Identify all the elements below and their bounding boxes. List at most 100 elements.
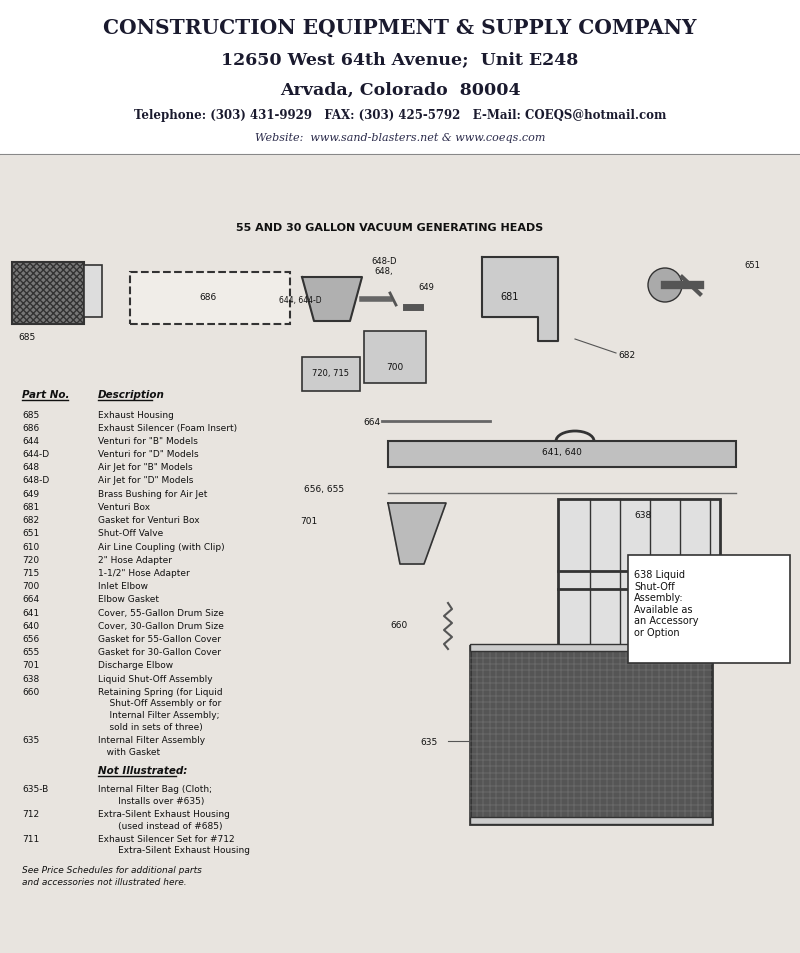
Bar — [388, 441, 736, 468]
Text: 711: 711 — [22, 834, 39, 842]
Text: 686: 686 — [199, 293, 217, 302]
Text: 660: 660 — [390, 620, 407, 629]
Text: Air Line Coupling (with Clip): Air Line Coupling (with Clip) — [98, 542, 225, 551]
Text: 648,: 648, — [374, 267, 394, 275]
Text: 681: 681 — [501, 292, 519, 302]
Text: Venturi for "D" Models: Venturi for "D" Models — [98, 450, 198, 458]
Text: Telephone: (303) 431-9929   FAX: (303) 425-5792   E-Mail: COEQS@hotmail.com: Telephone: (303) 431-9929 FAX: (303) 425… — [134, 109, 666, 121]
Bar — [130, 273, 290, 325]
Text: Gasket for 55-Gallon Cover: Gasket for 55-Gallon Cover — [98, 635, 221, 643]
Text: Air Jet for "B" Models: Air Jet for "B" Models — [98, 463, 193, 472]
Text: Air Jet for "D" Models: Air Jet for "D" Models — [98, 476, 194, 485]
Text: Brass Bushing for Air Jet: Brass Bushing for Air Jet — [98, 489, 207, 498]
Text: CONSTRUCTION EQUIPMENT & SUPPLY COMPANY: CONSTRUCTION EQUIPMENT & SUPPLY COMPANY — [103, 18, 697, 38]
Text: 641, 640: 641, 640 — [542, 448, 582, 456]
Text: 644-D: 644-D — [22, 450, 49, 458]
Text: Description: Description — [98, 390, 165, 399]
Text: 648: 648 — [22, 463, 39, 472]
Text: See Price Schedules for additional parts: See Price Schedules for additional parts — [22, 864, 202, 874]
Bar — [364, 332, 426, 384]
Bar — [558, 499, 720, 647]
Text: Venturi for "B" Models: Venturi for "B" Models — [98, 436, 198, 445]
Text: Internal Filter Assembly: Internal Filter Assembly — [98, 735, 205, 744]
Text: 700: 700 — [386, 363, 404, 372]
Polygon shape — [302, 277, 362, 322]
Text: 681: 681 — [22, 502, 39, 512]
Circle shape — [648, 269, 682, 303]
Text: 635-B: 635-B — [22, 784, 48, 793]
Text: 664: 664 — [22, 595, 39, 603]
Text: 649: 649 — [418, 283, 434, 292]
Text: 720: 720 — [22, 555, 39, 564]
Text: Liquid Shut-Off Assembly: Liquid Shut-Off Assembly — [98, 674, 213, 682]
Text: sold in sets of three): sold in sets of three) — [98, 722, 202, 731]
Text: 656, 655: 656, 655 — [304, 484, 344, 494]
Text: 701: 701 — [300, 517, 318, 525]
Text: Exhaust Silencer Set for #712: Exhaust Silencer Set for #712 — [98, 834, 234, 842]
Text: Gasket for 30-Gallon Cover: Gasket for 30-Gallon Cover — [98, 647, 221, 657]
Text: 682: 682 — [618, 351, 635, 359]
Text: 644: 644 — [22, 436, 39, 445]
Text: and accessories not illustrated here.: and accessories not illustrated here. — [22, 877, 186, 885]
Text: 641: 641 — [22, 608, 39, 617]
Text: 648-D: 648-D — [371, 256, 397, 266]
Text: 685: 685 — [22, 410, 39, 419]
Text: 712: 712 — [22, 809, 39, 818]
Text: (used instead of #685): (used instead of #685) — [98, 821, 222, 830]
Text: 638: 638 — [634, 511, 651, 519]
Text: 682: 682 — [22, 516, 39, 524]
Text: 651: 651 — [22, 529, 39, 537]
Text: 660: 660 — [22, 687, 39, 696]
Text: Not Illustrated:: Not Illustrated: — [98, 765, 187, 776]
Text: 12650 West 64th Avenue;  Unit E248: 12650 West 64th Avenue; Unit E248 — [222, 51, 578, 69]
Text: 610: 610 — [22, 542, 39, 551]
Text: Venturi Box: Venturi Box — [98, 502, 150, 512]
Text: Cover, 55-Gallon Drum Size: Cover, 55-Gallon Drum Size — [98, 608, 224, 617]
Bar — [84, 266, 102, 317]
Text: 720, 715: 720, 715 — [313, 369, 350, 377]
Bar — [470, 646, 712, 824]
Text: 638 Liquid
Shut-Off
Assembly:
Available as
an Accessory
or Option: 638 Liquid Shut-Off Assembly: Available … — [634, 569, 698, 638]
Text: 2" Hose Adapter: 2" Hose Adapter — [98, 555, 172, 564]
Text: 644, 644-D: 644, 644-D — [278, 295, 322, 304]
Polygon shape — [482, 257, 558, 341]
Text: 656: 656 — [22, 635, 39, 643]
Text: 701: 701 — [22, 660, 39, 670]
Text: Shut-Off Valve: Shut-Off Valve — [98, 529, 163, 537]
Text: Elbow Gasket: Elbow Gasket — [98, 595, 159, 603]
Text: 648-D: 648-D — [22, 476, 50, 485]
Text: Exhaust Silencer (Foam Insert): Exhaust Silencer (Foam Insert) — [98, 423, 237, 433]
Bar — [0, 0, 800, 154]
Bar — [470, 644, 712, 651]
Text: 655: 655 — [22, 647, 39, 657]
Bar — [302, 357, 360, 392]
Text: Extra-Silent Exhaust Housing: Extra-Silent Exhaust Housing — [98, 845, 250, 855]
Text: with Gasket: with Gasket — [98, 747, 160, 756]
Text: 715: 715 — [22, 568, 39, 578]
Bar — [0, 154, 800, 953]
Text: Arvada, Colorado  80004: Arvada, Colorado 80004 — [280, 81, 520, 98]
Text: 664: 664 — [363, 417, 380, 427]
Text: 685: 685 — [18, 333, 35, 341]
Text: Extra-Silent Exhaust Housing: Extra-Silent Exhaust Housing — [98, 809, 230, 818]
Text: Internal Filter Bag (Cloth;: Internal Filter Bag (Cloth; — [98, 784, 212, 793]
Text: Part No.: Part No. — [22, 390, 70, 399]
Text: 651: 651 — [744, 261, 760, 270]
Text: Website:  www.sand-blasters.net & www.coeqs.com: Website: www.sand-blasters.net & www.coe… — [255, 132, 545, 143]
Text: Shut-Off Assembly or for: Shut-Off Assembly or for — [98, 699, 222, 708]
Text: Discharge Elbow: Discharge Elbow — [98, 660, 173, 670]
Text: 55 AND 30 GALLON VACUUM GENERATING HEADS: 55 AND 30 GALLON VACUUM GENERATING HEADS — [236, 223, 544, 233]
Text: 649: 649 — [22, 489, 39, 498]
Text: Cover, 30-Gallon Drum Size: Cover, 30-Gallon Drum Size — [98, 621, 224, 630]
Text: Exhaust Housing: Exhaust Housing — [98, 410, 174, 419]
Text: Installs over #635): Installs over #635) — [98, 796, 204, 804]
Text: 638: 638 — [22, 674, 39, 682]
Polygon shape — [388, 503, 446, 564]
Text: Gasket for Venturi Box: Gasket for Venturi Box — [98, 516, 200, 524]
Bar — [470, 817, 712, 824]
Text: 635: 635 — [420, 738, 438, 746]
Text: 1-1/2" Hose Adapter: 1-1/2" Hose Adapter — [98, 568, 190, 578]
Text: 640: 640 — [22, 621, 39, 630]
Text: 700: 700 — [22, 581, 39, 591]
Bar — [12, 263, 84, 325]
